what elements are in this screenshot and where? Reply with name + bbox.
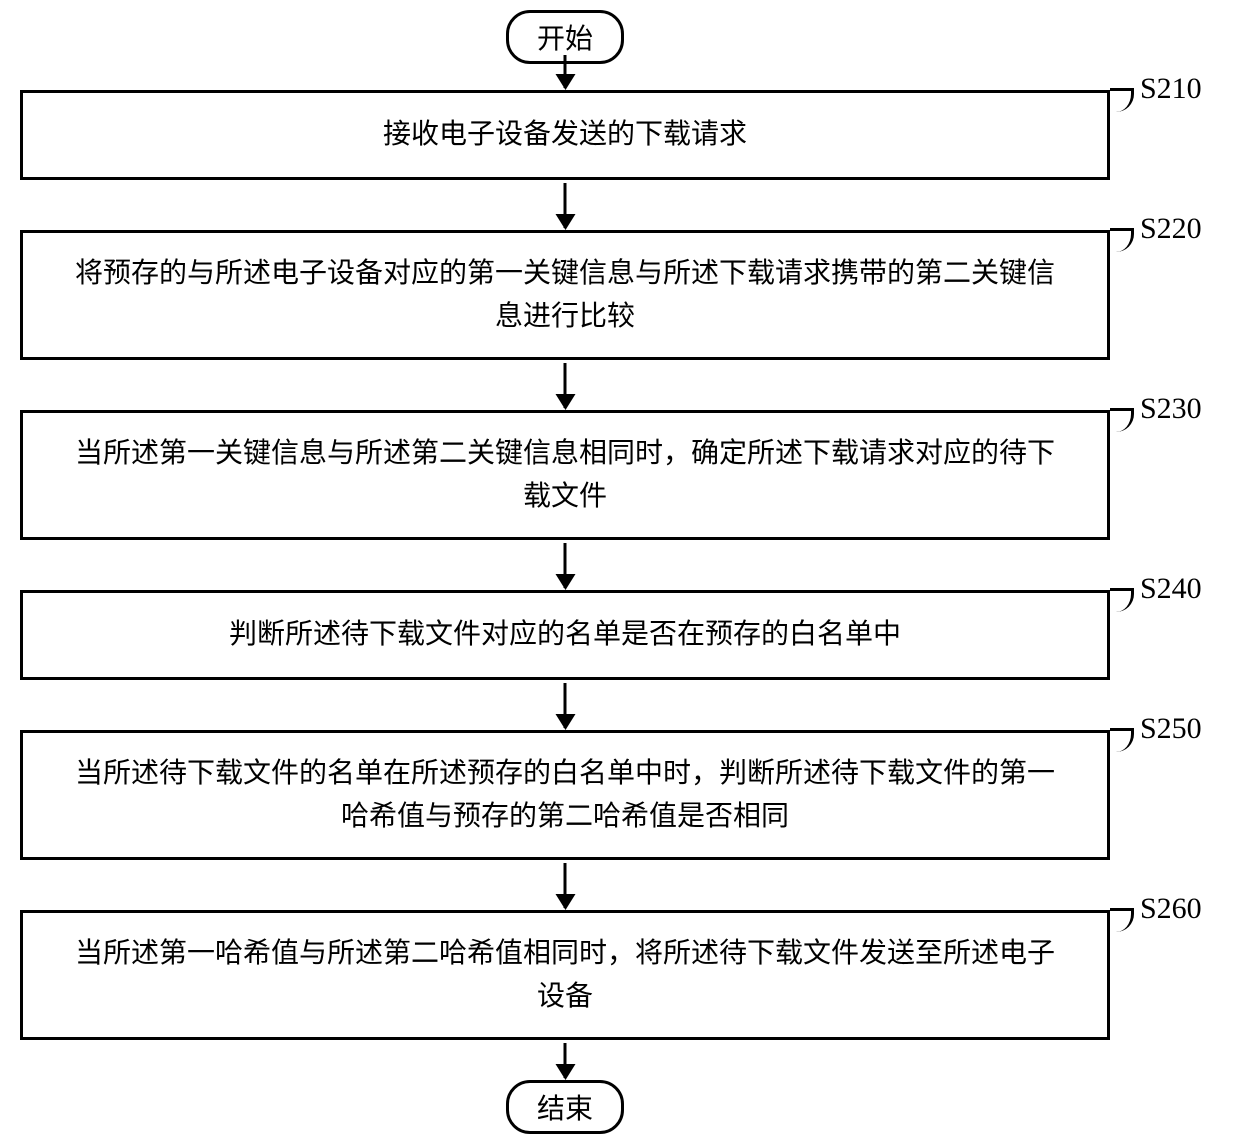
label-connector <box>1110 588 1134 612</box>
label-connector <box>1110 88 1134 112</box>
step-s260: 当所述第一哈希值与所述第二哈希值相同时，将所述待下载文件发送至所述电子设备 <box>20 910 1110 1040</box>
flow-arrow <box>564 183 567 228</box>
terminal-end: 结束 <box>506 1080 624 1134</box>
step-label-s230: S230 <box>1140 392 1202 426</box>
step-label-s250: S250 <box>1140 712 1202 746</box>
step-s240: 判断所述待下载文件对应的名单是否在预存的白名单中 <box>20 590 1110 680</box>
label-connector <box>1110 908 1134 932</box>
flow-arrow <box>564 363 567 408</box>
step-label-s240: S240 <box>1140 572 1202 606</box>
label-connector <box>1110 408 1134 432</box>
step-text: 当所述第一关键信息与所述第二关键信息相同时，确定所述下载请求对应的待下载文件 <box>63 432 1067 519</box>
flow-arrow <box>564 55 567 88</box>
step-s250: 当所述待下载文件的名单在所述预存的白名单中时，判断所述待下载文件的第一哈希值与预… <box>20 730 1110 860</box>
step-s210: 接收电子设备发送的下载请求 <box>20 90 1110 180</box>
step-label-s220: S220 <box>1140 212 1202 246</box>
flow-arrow <box>564 1043 567 1078</box>
step-text: 将预存的与所述电子设备对应的第一关键信息与所述下载请求携带的第二关键信息进行比较 <box>63 252 1067 339</box>
label-connector <box>1110 228 1134 252</box>
step-text: 接收电子设备发送的下载请求 <box>383 113 747 156</box>
label-connector <box>1110 728 1134 752</box>
flow-arrow <box>564 543 567 588</box>
step-s220: 将预存的与所述电子设备对应的第一关键信息与所述下载请求携带的第二关键信息进行比较 <box>20 230 1110 360</box>
step-label-s210: S210 <box>1140 72 1202 106</box>
step-text: 当所述待下载文件的名单在所述预存的白名单中时，判断所述待下载文件的第一哈希值与预… <box>63 752 1067 839</box>
step-label-s260: S260 <box>1140 892 1202 926</box>
flowchart-canvas: 开始 结束 接收电子设备发送的下载请求 S210 将预存的与所述电子设备对应的第… <box>0 0 1240 1137</box>
flow-arrow <box>564 683 567 728</box>
step-s230: 当所述第一关键信息与所述第二关键信息相同时，确定所述下载请求对应的待下载文件 <box>20 410 1110 540</box>
flow-arrow <box>564 863 567 908</box>
step-text: 判断所述待下载文件对应的名单是否在预存的白名单中 <box>229 613 901 656</box>
step-text: 当所述第一哈希值与所述第二哈希值相同时，将所述待下载文件发送至所述电子设备 <box>63 932 1067 1019</box>
